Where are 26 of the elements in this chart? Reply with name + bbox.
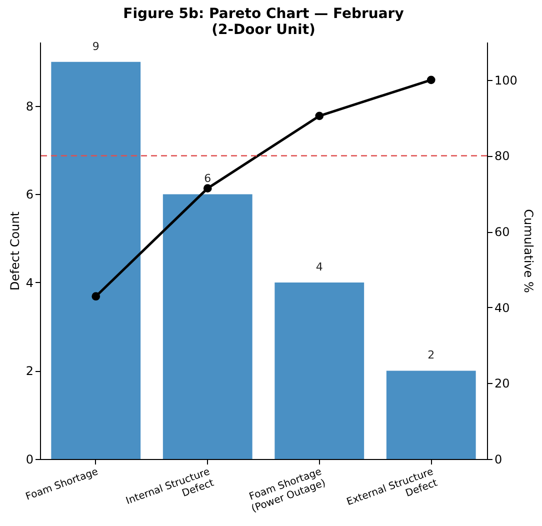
data-label: 2	[428, 348, 435, 362]
y2-tick-label: 20	[494, 376, 510, 391]
chart-title: Figure 5b: Pareto Chart — February (2-Door Unit)	[123, 6, 404, 38]
point	[315, 112, 324, 120]
bar	[386, 370, 476, 459]
y-tick-label: 6	[26, 188, 34, 202]
data-label: 6	[204, 172, 212, 186]
y-tick-label: 2	[26, 364, 34, 378]
y2-tick-label: 0	[494, 452, 502, 466]
bar	[274, 282, 364, 459]
y-tick-label: 8	[26, 99, 34, 114]
point	[92, 292, 100, 301]
y-tick-label: 4	[26, 276, 34, 290]
data-label: 4	[316, 260, 323, 274]
bar	[162, 194, 252, 459]
data-label: 9	[92, 40, 100, 53]
point	[203, 184, 212, 193]
y2-tick-label: 100	[494, 73, 518, 88]
y2-tick-label: 60	[494, 225, 510, 240]
y-axis-title: Defect Count	[8, 211, 22, 290]
y2-tick-label: 40	[494, 300, 510, 315]
y-tick-label: 0	[26, 452, 34, 466]
y2-axis-title: Cumulative %	[521, 209, 536, 293]
bar	[51, 62, 141, 459]
y2-tick-label: 80	[494, 149, 510, 164]
point	[426, 76, 436, 84]
